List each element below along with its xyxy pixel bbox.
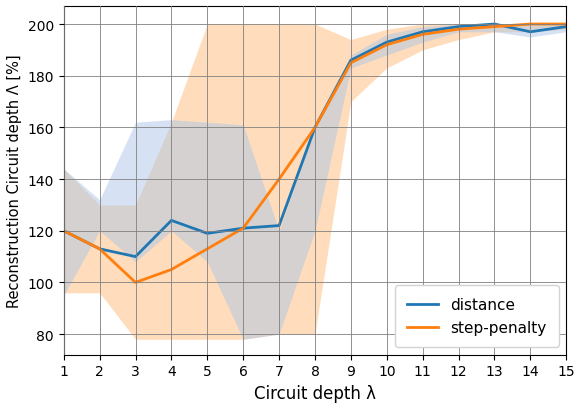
step-penalty <box>455 28 462 33</box>
distance <box>384 40 391 45</box>
distance <box>168 218 175 223</box>
distance <box>455 25 462 30</box>
Y-axis label: Reconstruction Circuit depth Λ [%]: Reconstruction Circuit depth Λ [%] <box>7 54 22 308</box>
distance <box>276 224 283 229</box>
distance <box>527 30 534 35</box>
step-penalty <box>168 267 175 272</box>
distance <box>60 229 67 234</box>
distance <box>563 25 570 30</box>
distance <box>347 58 354 63</box>
Line: step-penalty: step-penalty <box>63 25 566 283</box>
step-penalty <box>419 33 426 38</box>
step-penalty <box>96 247 103 252</box>
step-penalty <box>491 25 498 30</box>
distance <box>96 247 103 252</box>
step-penalty <box>311 126 318 130</box>
distance <box>419 30 426 35</box>
step-penalty <box>132 280 139 285</box>
step-penalty <box>204 247 211 252</box>
X-axis label: Circuit depth λ: Circuit depth λ <box>254 384 376 402</box>
step-penalty <box>240 226 247 231</box>
Legend: distance, step-penalty: distance, step-penalty <box>395 285 559 347</box>
distance <box>240 226 247 231</box>
step-penalty <box>563 22 570 27</box>
distance <box>132 254 139 259</box>
step-penalty <box>347 61 354 66</box>
distance <box>204 231 211 236</box>
distance <box>491 22 498 27</box>
step-penalty <box>527 22 534 27</box>
Line: distance: distance <box>63 25 566 257</box>
distance <box>311 126 318 130</box>
step-penalty <box>276 177 283 182</box>
step-penalty <box>60 229 67 234</box>
step-penalty <box>384 43 391 48</box>
